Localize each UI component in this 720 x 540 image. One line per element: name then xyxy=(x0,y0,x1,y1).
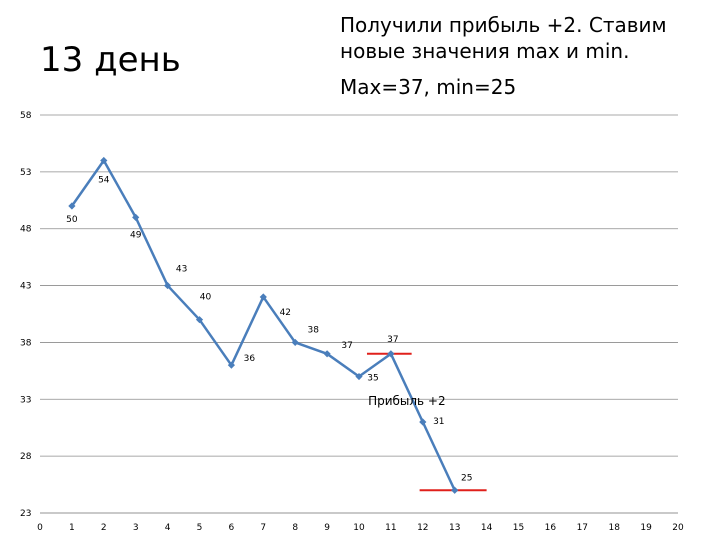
data-label: 25 xyxy=(461,473,472,483)
data-label: 50 xyxy=(66,215,78,225)
x-tick-label: 15 xyxy=(513,523,524,533)
note-line-1: Получили прибыль +2. Ставим новые значен… xyxy=(340,13,667,63)
data-point xyxy=(68,202,76,210)
x-tick-label: 7 xyxy=(260,523,266,533)
data-point xyxy=(387,350,395,358)
x-tick-label: 16 xyxy=(545,523,557,533)
data-point xyxy=(355,372,363,381)
y-tick-label: 43 xyxy=(20,282,31,292)
data-point xyxy=(195,316,204,324)
x-tick-label: 2 xyxy=(101,523,107,533)
data-label: 31 xyxy=(433,417,444,427)
data-point xyxy=(164,281,172,290)
data-label: 42 xyxy=(280,308,291,318)
x-tick-label: 4 xyxy=(165,523,171,533)
data-point xyxy=(291,338,299,347)
y-tick-label: 28 xyxy=(20,452,32,462)
x-tick-label: 18 xyxy=(608,523,620,533)
x-tick-label: 13 xyxy=(449,523,460,533)
data-point xyxy=(100,156,108,165)
level-lines xyxy=(366,352,487,492)
data-point xyxy=(259,293,267,301)
y-tick-label: 58 xyxy=(20,111,32,121)
y-axis-ticks: 23 28 33 38 43 48 53 58 xyxy=(20,111,32,519)
x-tick-label: 12 xyxy=(417,523,428,533)
y-tick-label: 23 xyxy=(20,509,31,519)
x-tick-label: 20 xyxy=(672,523,684,533)
x-tick-label: 11 xyxy=(385,523,396,533)
data-labels: 50 54 49 43 40 36 42 38 37 35 37 31 25 xyxy=(66,175,472,483)
data-point xyxy=(323,350,331,358)
x-tick-label: 17 xyxy=(577,523,588,533)
series-group xyxy=(68,156,459,494)
slide-note: Получили прибыль +2. Ставим новые значен… xyxy=(340,12,712,100)
y-tick-label: 53 xyxy=(20,168,31,178)
y-tick-label: 38 xyxy=(20,338,32,348)
x-tick-label: 0 xyxy=(37,523,43,533)
y-tick-label: 48 xyxy=(20,225,32,235)
data-label: 37 xyxy=(341,341,352,351)
x-axis-ticks: 0 1 2 3 4 5 6 7 8 9 10 11 12 13 14 15 16 17 18 19 20 xyxy=(37,523,684,533)
note-line-2: Max=37, min=25 xyxy=(340,75,517,99)
series-line xyxy=(70,159,456,491)
data-label: 37 xyxy=(387,335,398,345)
x-tick-label: 3 xyxy=(133,523,139,533)
x-tick-label: 8 xyxy=(292,523,298,533)
x-tick-label: 5 xyxy=(197,523,203,533)
data-point xyxy=(132,213,140,221)
annotation-profit: Прибыль +2 xyxy=(368,394,446,408)
x-tick-label: 10 xyxy=(353,523,365,533)
grid-lines xyxy=(40,114,678,514)
slide-title: 13 день xyxy=(40,40,181,80)
data-point xyxy=(419,418,427,426)
x-tick-label: 19 xyxy=(640,523,652,533)
data-point xyxy=(227,361,235,369)
data-label: 38 xyxy=(307,325,319,335)
data-label: 35 xyxy=(367,374,378,384)
y-tick-label: 33 xyxy=(20,395,31,405)
data-label: 49 xyxy=(130,230,142,240)
x-tick-label: 9 xyxy=(324,523,330,533)
x-tick-label: 6 xyxy=(229,523,235,533)
annotations: Прибыль +2 xyxy=(368,394,446,408)
x-tick-label: 14 xyxy=(481,523,493,533)
data-label: 36 xyxy=(244,354,256,364)
x-tick-label: 1 xyxy=(69,523,75,533)
data-label: 43 xyxy=(176,265,187,275)
data-label: 40 xyxy=(200,293,212,303)
data-label: 54 xyxy=(98,175,110,185)
data-point xyxy=(451,486,459,494)
